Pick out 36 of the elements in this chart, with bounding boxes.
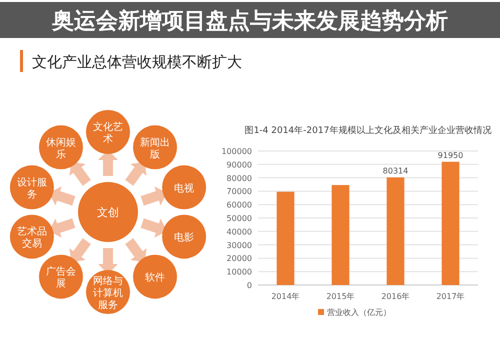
- text: 新闻出版: [140, 136, 170, 160]
- text: 文化产业总体营收规模不断扩大: [32, 53, 242, 71]
- bar: [386, 177, 404, 285]
- text: 文化艺术: [93, 121, 123, 145]
- text: 软件: [145, 272, 166, 284]
- legend-label: 营业收入（亿元）: [327, 308, 391, 317]
- chart-title: 图1-4 2014年-2017年规模以上文化及相关产业企业营收情况: [244, 125, 492, 136]
- y-tick-label: 100000: [221, 147, 252, 156]
- x-tick-label: 2015年: [326, 292, 355, 301]
- y-tick-label: 40000: [226, 227, 252, 236]
- bar: [442, 162, 460, 285]
- text: 设计服务: [16, 176, 47, 200]
- y-tick-label: 60000: [226, 200, 252, 210]
- text: 电视: [174, 182, 194, 194]
- y-tick-label: 0: [246, 281, 252, 290]
- text: 广告会展: [46, 266, 76, 290]
- x-tick-label: 2016年: [381, 292, 410, 301]
- y-tick-label: 30000: [226, 240, 252, 250]
- text: 网络与计算机服务: [93, 275, 123, 311]
- text: 文创: [97, 206, 119, 219]
- bar: [276, 192, 294, 285]
- data-label: 91950: [438, 150, 464, 160]
- x-tick-label: 2017年: [436, 292, 465, 301]
- data-label: 80314: [382, 166, 408, 176]
- text: 休闲娱乐: [46, 136, 76, 160]
- text: 奥运会新增项目盘点与未来发展趋势分析: [51, 8, 448, 34]
- bar: [332, 185, 350, 285]
- y-tick-label: 20000: [226, 254, 252, 264]
- y-tick-label: 10000: [226, 268, 252, 277]
- x-tick-label: 2014年: [271, 292, 300, 301]
- text: 艺术品交易: [16, 226, 47, 250]
- y-tick-label: 50000: [226, 214, 252, 223]
- text: 电影: [174, 232, 194, 244]
- y-tick-label: 80000: [226, 174, 252, 183]
- y-tick-label: 70000: [226, 187, 252, 196]
- y-tick-label: 90000: [226, 160, 252, 170]
